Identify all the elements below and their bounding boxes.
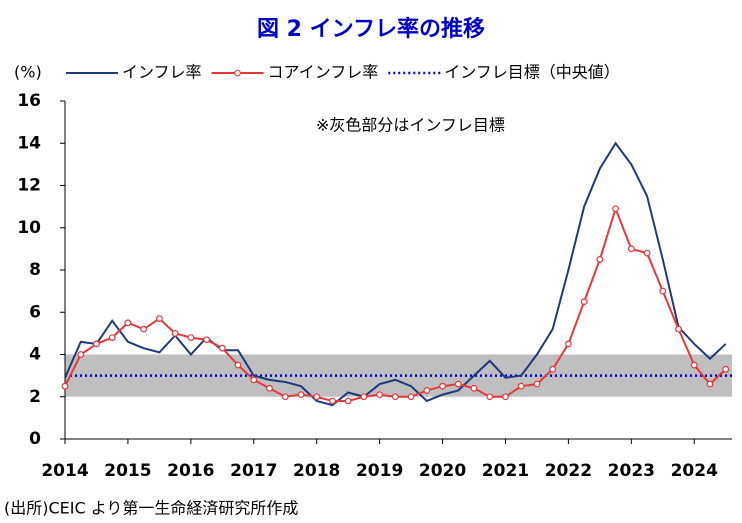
- series-marker: [423, 387, 431, 394]
- series-marker: [439, 382, 446, 390]
- y-tick-label: 4: [29, 345, 41, 365]
- series-marker: [218, 344, 226, 352]
- x-tick-label: 2020: [419, 461, 466, 481]
- series-marker: [391, 393, 399, 401]
- legend-label: インフレ目標（中央値）: [444, 63, 620, 82]
- series-marker: [564, 340, 572, 348]
- series-marker: [250, 376, 258, 384]
- x-tick-label: 2018: [293, 461, 340, 481]
- x-tick-label: 2017: [230, 461, 277, 481]
- series-marker: [675, 325, 682, 333]
- y-tick-label: 16: [17, 91, 41, 111]
- series-marker: [93, 340, 100, 348]
- series-marker: [344, 397, 352, 405]
- series-marker: [722, 365, 730, 373]
- legend-marker: [234, 69, 241, 77]
- series-marker: [407, 393, 415, 401]
- series-marker: [502, 393, 509, 401]
- source: (出所)CEIC より第一生命経済研究所作成: [4, 499, 298, 518]
- series-marker: [706, 380, 714, 388]
- y-tick-label: 14: [17, 133, 41, 153]
- series-marker: [533, 380, 541, 388]
- x-tick-label: 2016: [167, 461, 214, 481]
- series-marker: [266, 384, 273, 392]
- series-marker: [376, 391, 384, 399]
- y-tick-label: 10: [17, 218, 41, 238]
- series-marker: [234, 361, 242, 369]
- series-marker: [171, 329, 179, 337]
- series-marker: [297, 391, 305, 399]
- legend-label: コアインフレ率: [268, 63, 379, 82]
- series-marker: [596, 256, 604, 263]
- y-tick-label: 2: [29, 387, 41, 407]
- y-tick-label: 8: [29, 260, 41, 280]
- x-tick-label: 2021: [482, 461, 529, 481]
- x-tick-label: 2024: [671, 461, 718, 481]
- series-marker: [360, 393, 368, 401]
- chart-title: 図 2 インフレ率の推移: [257, 16, 485, 42]
- series-marker: [61, 382, 69, 390]
- series-marker: [627, 245, 635, 253]
- series-marker: [643, 249, 651, 257]
- series-marker: [580, 298, 588, 306]
- series-marker: [140, 325, 148, 333]
- series-marker: [281, 393, 289, 401]
- series-marker: [124, 319, 132, 327]
- series-marker: [329, 397, 336, 405]
- series-marker: [155, 315, 163, 322]
- y-tick-label: 6: [29, 302, 41, 322]
- y-unit: (%): [14, 63, 42, 82]
- annotation: ※灰色部分はインフレ目標: [316, 116, 505, 135]
- series-marker: [108, 334, 116, 342]
- series-marker: [486, 393, 494, 401]
- y-tick-label: 12: [17, 176, 41, 196]
- x-tick-label: 2019: [356, 461, 403, 481]
- series-marker: [612, 205, 619, 213]
- series-marker: [313, 393, 321, 401]
- x-tick-label: 2015: [104, 461, 151, 481]
- y-tick-label: 0: [29, 429, 41, 449]
- series-marker: [690, 361, 698, 369]
- series-marker: [203, 336, 210, 344]
- legend-label: インフレ率: [122, 63, 202, 82]
- series-marker: [659, 287, 667, 295]
- series-marker: [454, 380, 462, 388]
- x-tick-label: 2014: [41, 461, 88, 481]
- x-tick-label: 2023: [608, 461, 655, 481]
- series-marker: [549, 365, 557, 373]
- series-marker: [187, 334, 195, 342]
- series-marker: [77, 351, 85, 358]
- x-tick-label: 2022: [545, 461, 592, 481]
- series-marker: [470, 384, 478, 392]
- series-marker: [517, 382, 525, 390]
